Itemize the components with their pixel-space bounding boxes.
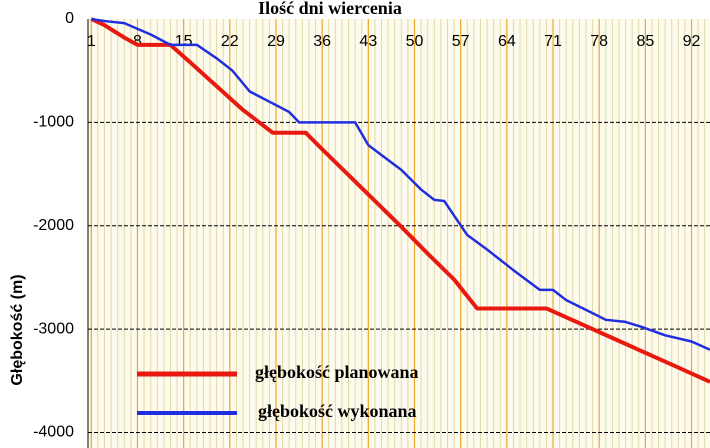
y-tick-label: -3000	[33, 320, 74, 337]
y-tick-label: -4000	[33, 424, 74, 441]
x-tick-label: 8	[133, 33, 142, 50]
x-tick-label: 43	[359, 33, 377, 50]
x-tick-label: 22	[221, 33, 239, 50]
plot-area	[88, 19, 710, 448]
x-tick-label: 78	[590, 33, 608, 50]
chart-title: Ilość dni wiercenia	[258, 0, 402, 18]
x-tick-label: 64	[498, 33, 516, 50]
legend-label: głębokość planowana	[255, 362, 419, 382]
y-axis-label: Głębokość (m)	[9, 274, 26, 385]
y-tick-label: -2000	[33, 217, 74, 234]
y-tick-label: -1000	[33, 114, 74, 131]
series-line	[90, 17, 710, 384]
x-tick-label: 71	[544, 33, 562, 50]
x-tick-label: 92	[683, 33, 701, 50]
y-tick-label: 0	[65, 10, 74, 27]
x-tick-label: 50	[406, 33, 424, 50]
legend-label: głębokość wykonana	[258, 401, 417, 421]
x-tick-label: 1	[87, 33, 96, 50]
x-tick-label: 85	[636, 33, 654, 50]
x-tick-label: 36	[313, 33, 331, 50]
series-line	[91, 17, 710, 351]
x-tick-label: 57	[452, 33, 470, 50]
x-tick-label: 15	[175, 33, 193, 50]
x-tick-label: 29	[267, 33, 285, 50]
